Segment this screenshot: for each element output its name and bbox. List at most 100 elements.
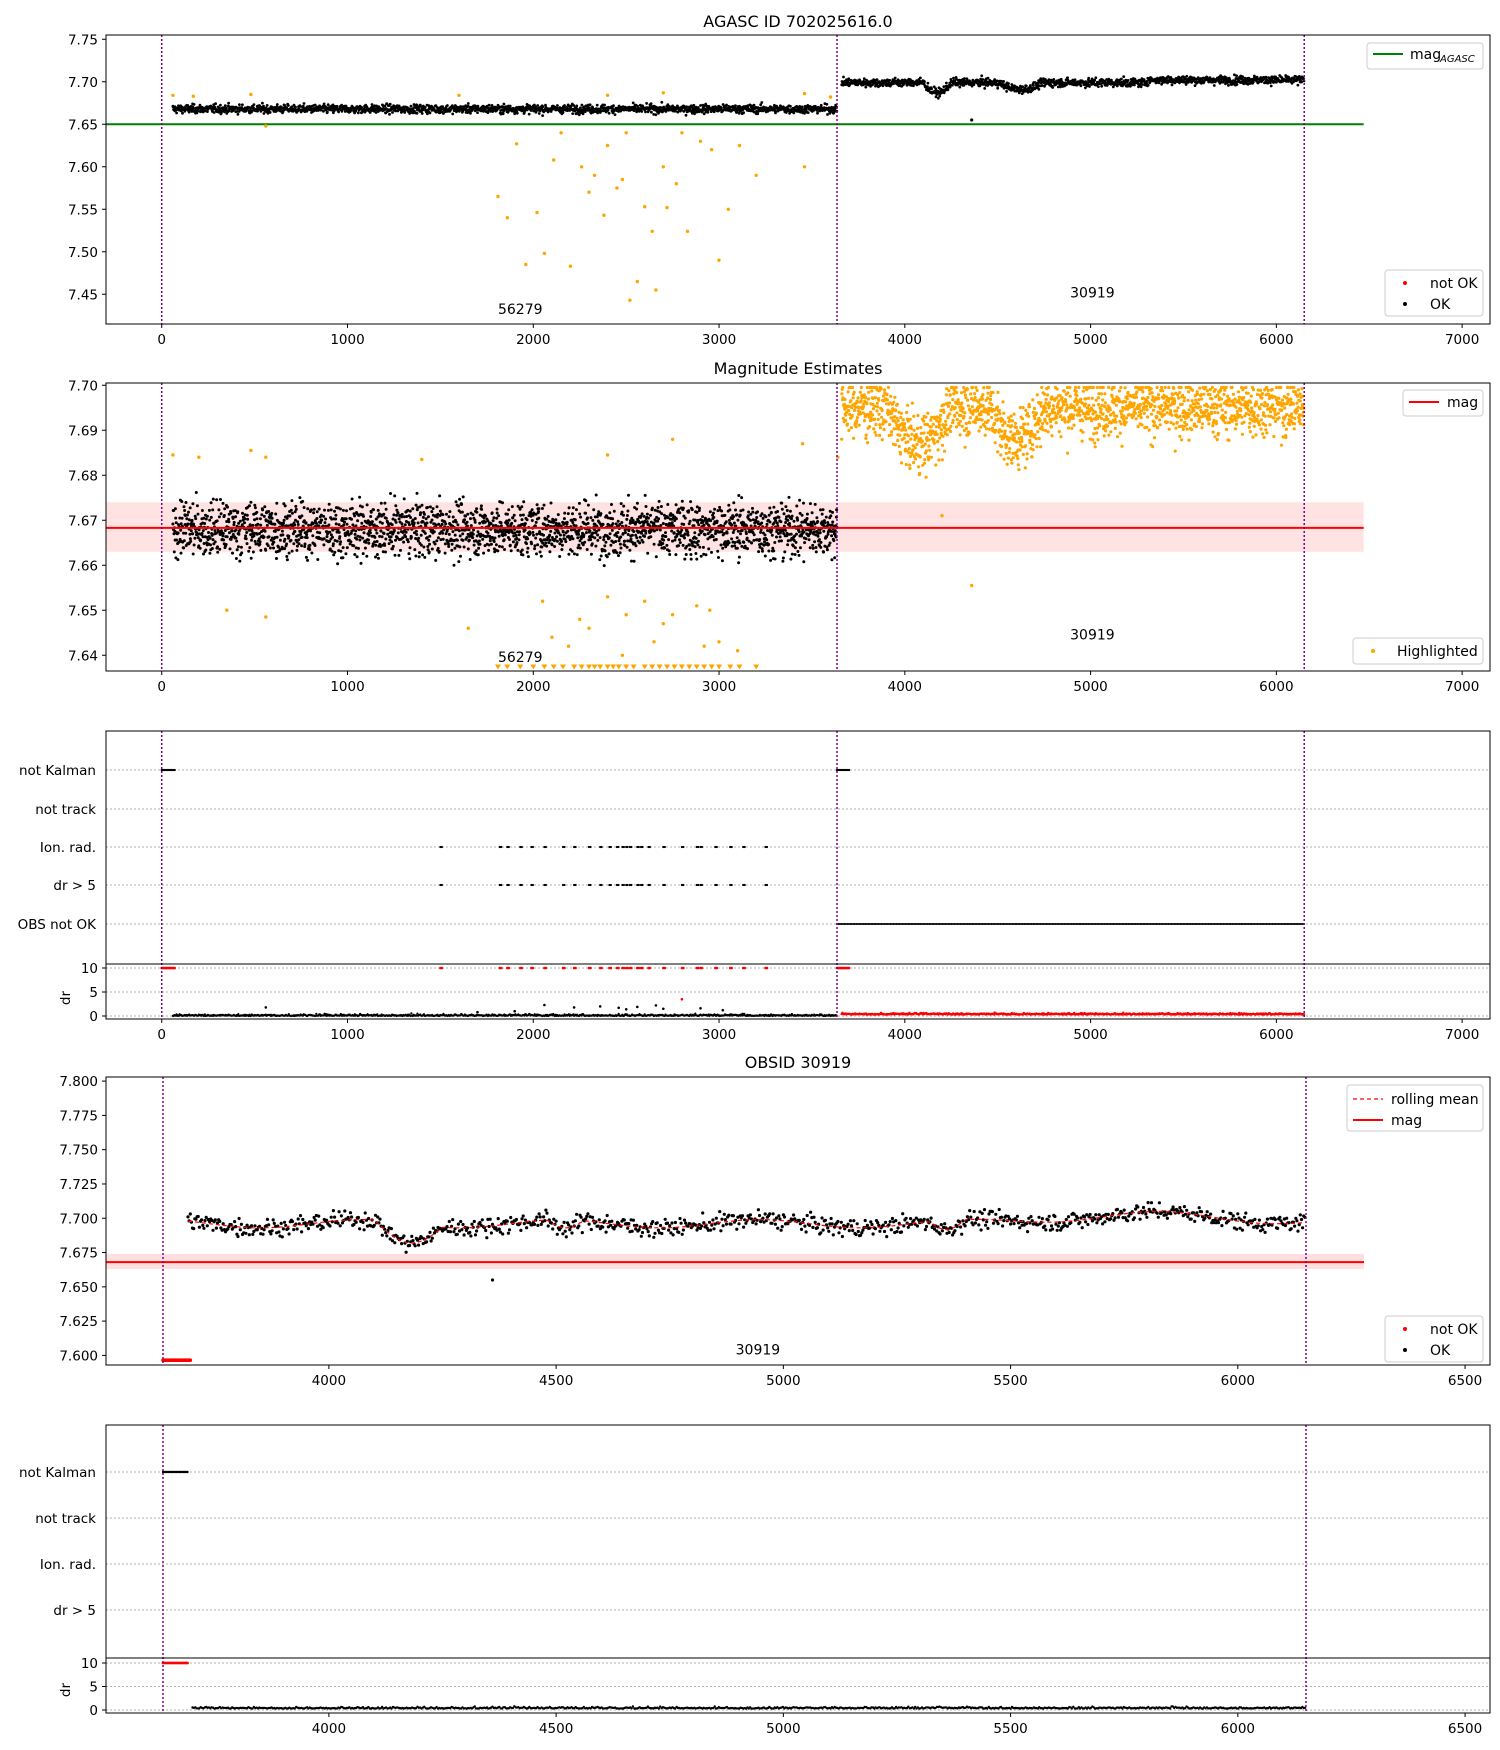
ok-point xyxy=(474,549,478,553)
ok-point xyxy=(368,528,372,532)
ok-point xyxy=(686,533,690,537)
ok-point xyxy=(250,538,253,542)
ok-point xyxy=(339,540,343,544)
ok-point xyxy=(477,539,481,543)
ok-point xyxy=(640,512,644,516)
ok-point xyxy=(647,516,650,520)
ok-point xyxy=(1097,85,1100,88)
ok-point xyxy=(322,537,326,541)
ok-point xyxy=(1052,78,1056,81)
ok-point xyxy=(760,101,764,104)
ok-point xyxy=(519,513,523,517)
ok-point xyxy=(406,540,410,544)
ok-point xyxy=(255,510,259,514)
ok-point xyxy=(607,111,611,115)
ok-point xyxy=(235,539,239,543)
highlighted-point xyxy=(568,264,573,268)
ok-point xyxy=(379,529,383,533)
ok-point xyxy=(664,535,668,538)
highlighted-point xyxy=(654,288,658,292)
ok-point xyxy=(629,537,633,541)
ok-point xyxy=(574,508,578,512)
ok-point xyxy=(209,501,213,505)
ok-point xyxy=(534,110,538,114)
ok-point xyxy=(561,530,565,534)
ok-point xyxy=(517,533,521,537)
ok-point xyxy=(374,543,378,547)
ok-point xyxy=(536,104,540,107)
x-tick-label: 0 xyxy=(157,332,166,348)
ok-point xyxy=(657,517,661,521)
ok-point xyxy=(468,558,472,561)
ok-point xyxy=(192,543,196,547)
ok-point xyxy=(507,518,511,522)
ok-point xyxy=(330,549,334,553)
highlighted-point xyxy=(726,207,730,211)
ok-point xyxy=(293,523,297,527)
ok-point xyxy=(420,112,424,115)
ok-point xyxy=(1269,84,1273,88)
ok-point xyxy=(198,103,202,107)
ok-point xyxy=(501,501,504,505)
ok-point xyxy=(190,518,194,522)
ok-point xyxy=(460,510,464,514)
ok-point xyxy=(652,113,656,116)
ok-point xyxy=(1235,74,1238,78)
ok-point xyxy=(243,517,247,521)
highlighted-point xyxy=(674,182,678,186)
ok-point xyxy=(1032,84,1035,87)
ok-point xyxy=(618,542,622,546)
ok-point xyxy=(1120,77,1123,81)
ok-point xyxy=(259,548,263,552)
ok-point xyxy=(677,544,681,548)
ok-point xyxy=(357,546,360,550)
ok-point xyxy=(553,545,557,548)
ok-point xyxy=(619,502,623,506)
ok-point xyxy=(610,528,614,532)
ok-point xyxy=(246,517,250,521)
ok-point xyxy=(581,112,585,116)
ok-point xyxy=(473,520,477,524)
ok-point xyxy=(360,106,363,109)
ok-point xyxy=(658,528,662,532)
ok-point xyxy=(338,507,342,511)
ok-point xyxy=(450,548,454,552)
ok-point xyxy=(298,496,302,500)
ok-point xyxy=(308,548,312,551)
ok-point xyxy=(383,543,387,547)
ok-point xyxy=(1146,83,1150,87)
ok-point xyxy=(567,552,571,556)
ok-point xyxy=(334,513,338,517)
ok-point xyxy=(210,547,214,550)
ok-point xyxy=(537,112,541,115)
ok-point xyxy=(300,514,304,518)
ok-point xyxy=(262,535,266,539)
ok-point xyxy=(191,502,195,506)
ok-point xyxy=(640,110,644,113)
ok-point xyxy=(275,501,279,505)
ok-point xyxy=(400,522,404,526)
highlighted-point xyxy=(535,210,539,215)
ok-point xyxy=(650,110,653,114)
ok-point xyxy=(240,551,244,555)
highlighted-point xyxy=(635,279,639,284)
ok-point xyxy=(1105,83,1109,87)
ok-point xyxy=(533,544,537,548)
ok-point xyxy=(1088,85,1091,88)
ok-point xyxy=(323,521,327,525)
ok-point xyxy=(231,516,235,520)
ok-point xyxy=(660,100,664,104)
ok-point xyxy=(426,112,429,116)
ok-point xyxy=(285,542,289,546)
ok-point xyxy=(329,508,333,512)
ok-point xyxy=(687,522,691,526)
ok-point xyxy=(606,516,610,520)
highlighted-point xyxy=(650,229,654,233)
ok-point xyxy=(179,528,183,532)
ok-point xyxy=(230,529,234,533)
ok-point xyxy=(571,506,575,510)
ok-point xyxy=(672,531,676,535)
ok-point xyxy=(458,545,462,549)
ok-point xyxy=(337,523,341,527)
